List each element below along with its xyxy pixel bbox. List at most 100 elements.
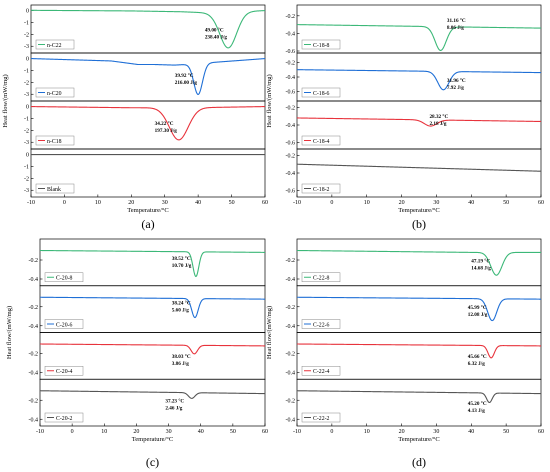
y-tick-label: -0.4: [286, 417, 296, 423]
x-tick-label: 0: [330, 429, 333, 435]
y-axis-title: Heat flow/(mW/mg): [2, 74, 9, 127]
subplot-C-22-8: -0.2 -0.4 C-22-8 47.19 °C14.68 J/g: [286, 238, 542, 287]
y-tick-label: -0.2: [286, 60, 296, 66]
subplot-C-22-4: -0.2 -0.4 C-22-4 45.66 °C6.32 J/g: [286, 332, 542, 380]
y-tick-label: -0.2: [29, 305, 39, 311]
dsc-panel-4: -0.2 -0.4 C-22-8 47.19 °C14.68 J/g -0.2 -0.4 C…: [266, 238, 544, 469]
x-tick-label: -10: [293, 429, 301, 435]
legend-n-C18: n-C18: [35, 135, 75, 146]
y-tick-label: -0.2: [29, 352, 39, 358]
y-tick-label: -0.6: [286, 189, 296, 195]
y-tick-label: -0.2: [286, 352, 296, 358]
legend-C-22-2: C-22-2: [301, 412, 341, 423]
x-tick-label: 40: [198, 429, 204, 435]
legend-label: C-20-8: [56, 276, 73, 282]
y-tick-label: -2: [24, 80, 29, 86]
x-tick-label: 40: [468, 429, 474, 435]
legend-C-18-6: C-18-6: [301, 87, 341, 98]
y-tick-label: -0.4: [286, 371, 296, 377]
peak-annotation: 8.06 J/g: [447, 25, 464, 31]
x-tick-label: 20: [399, 200, 405, 206]
y-axis-title: Heat flow/(mW/mg): [6, 306, 13, 359]
subplot-C-20-2: -0.2 -0.4 C-20-2 37.23 °C2.46 J/g: [29, 378, 266, 427]
legend-C-18-2: C-18-2: [301, 183, 341, 194]
y-tick-label: -1: [24, 164, 29, 170]
peak-annotation: 34.22 °C: [155, 120, 174, 127]
peak-annotation: 31.96 °C: [447, 77, 466, 84]
peak-annotation: 2.46 J/g: [165, 406, 182, 412]
legend-C-20-6: C-20-6: [44, 319, 84, 329]
x-tick-label: 0: [63, 200, 66, 206]
y-tick-label: -0.4: [286, 31, 296, 37]
series-line-n-C18: [31, 106, 265, 141]
subplot-frame: [30, 148, 266, 198]
legend-box: [44, 412, 84, 423]
peak-annotation: 7.92 J/g: [447, 85, 464, 91]
legend-label: n-C20: [47, 91, 62, 97]
subplot-C-18-4: -0.2 -0.4 -0.6 C-18-4 28.32 °C2.18 J/g: [286, 100, 542, 150]
x-tick-label: 20: [128, 200, 134, 206]
legend-box: [301, 39, 341, 50]
legend-C-22-6: C-22-6: [301, 319, 341, 329]
y-axis-title: Heat flow/(mW/mg): [266, 306, 273, 359]
peak-annotation: 37.23 °C: [165, 398, 184, 405]
y-tick-label: -0.2: [29, 398, 39, 404]
subplot-frame: [39, 378, 266, 427]
series-line-C-20-4: [40, 343, 265, 355]
y-tick-label: -1: [24, 68, 29, 74]
y-tick-label: -0.2: [286, 153, 296, 159]
legend-label: n-C18: [47, 139, 62, 145]
series-line-C-22-4: [297, 343, 541, 359]
peak-annotation: 238.40 J/g: [205, 34, 228, 40]
series-line-C-18-6: [297, 69, 542, 91]
peak-annotation: 38.52 °C: [172, 255, 191, 262]
peak-annotation: 14.68 J/g: [471, 265, 491, 271]
x-tick-label: 40: [468, 200, 474, 206]
legend-label: C-22-2: [313, 416, 330, 422]
y-tick-label: -0.2: [286, 258, 296, 264]
legend-C-18-4: C-18-4: [301, 135, 341, 146]
legend-C-18-8: C-18-8: [301, 39, 341, 50]
legend-C-20-2: C-20-2: [44, 412, 84, 423]
series-line-C-18-2: [296, 163, 542, 172]
legend-box: [301, 87, 341, 98]
peak-annotation: 45.20 °C: [468, 400, 487, 407]
subplot-C-22-6: -0.2 -0.4 C-22-6 45.99 °C12.08 J/g: [286, 285, 542, 333]
panel-letter: (c): [146, 455, 159, 469]
panel-letter: (a): [141, 217, 154, 231]
y-tick-label: 0: [26, 153, 29, 159]
y-tick-label: 0: [26, 9, 29, 15]
legend-label: C-18-2: [313, 187, 330, 193]
series-line-C-18-4: [296, 117, 542, 127]
x-axis-title: Temperature/°C: [398, 207, 440, 214]
subplot-frame: [296, 378, 542, 427]
peak-annotation: 45.66 °C: [468, 353, 487, 360]
y-tick-label: -0.4: [29, 417, 39, 423]
legend-Blank: Blank: [35, 183, 75, 194]
subplot-Blank: 0 -1 -2 -3 Blank: [24, 148, 266, 198]
x-tick-label: 0: [71, 429, 74, 435]
y-tick-label: -0.2: [286, 398, 296, 404]
peak-annotation: 38.03 °C: [172, 353, 191, 360]
legend-label: C-22-8: [313, 276, 330, 282]
y-tick-label: -2: [24, 176, 29, 182]
dsc-panel-2: -0.2-0.4-0.6C-18-831.16 °C8.06 J/g-0.2-0…: [266, 4, 544, 231]
x-tick-label: -10: [293, 200, 301, 206]
y-tick-label: 0: [26, 105, 29, 111]
legend-n-C20: n-C20: [35, 87, 75, 98]
legend-box: [35, 39, 75, 50]
peak-annotation: 4.13 J/g: [468, 408, 485, 414]
legend-box: [301, 366, 341, 376]
peak-annotation: 12.08 J/g: [468, 312, 488, 318]
series-line-C-20-2: [39, 390, 266, 399]
legend-box: [301, 135, 341, 146]
subplot-C-22-2: -0.2 -0.4 C-22-2 45.20 °C4.13 J/g: [286, 378, 542, 427]
legend-box: [44, 272, 84, 282]
x-tick-label: 60: [262, 429, 268, 435]
x-tick-label: 50: [230, 429, 236, 435]
legend-label: C-22-6: [313, 322, 330, 328]
